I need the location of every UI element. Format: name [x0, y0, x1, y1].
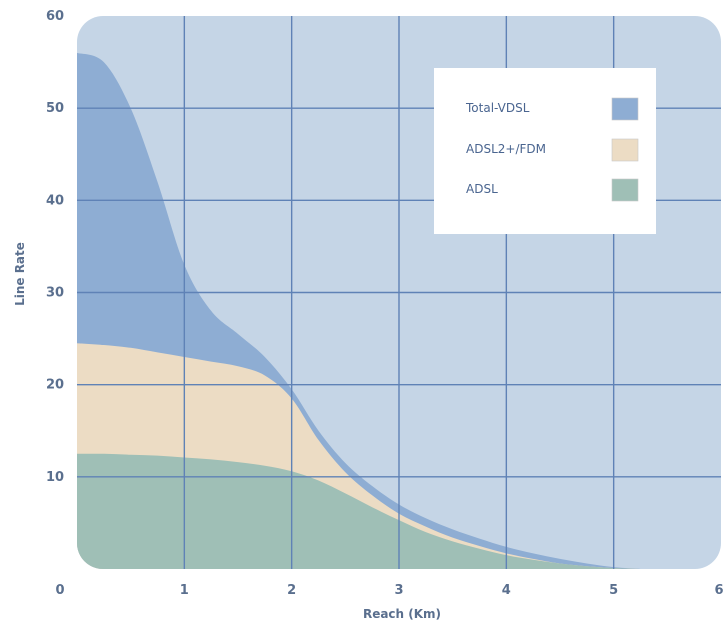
- y-axis-ticks: 10 20 30 40 50 60: [46, 9, 64, 485]
- legend-label: ADSL2+/FDM: [466, 142, 546, 156]
- x-tick-label: 2: [287, 583, 296, 598]
- y-axis-title: Line Rate: [13, 242, 27, 306]
- x-tick-label: 6: [714, 583, 723, 598]
- legend-swatch: [611, 178, 639, 202]
- area-series-3: [77, 453, 641, 569]
- legend-label: Total-VDSL: [465, 101, 530, 115]
- y-tick-label: 50: [46, 101, 64, 116]
- legend-swatch: [611, 97, 639, 121]
- x-axis-title: Reach (Km): [363, 607, 441, 621]
- y-tick-label: 60: [46, 9, 64, 24]
- y-tick-label: 20: [46, 378, 64, 393]
- y-tick-label: 30: [46, 286, 64, 301]
- y-tick-label: 10: [46, 470, 64, 485]
- legend: Total-VDSL ADSL2+/FDM ADSL: [434, 68, 656, 234]
- legend-label: ADSL: [466, 182, 498, 196]
- y-tick-label: 40: [46, 193, 64, 208]
- x-tick-label: 4: [502, 583, 511, 598]
- x-tick-label: 0: [55, 583, 64, 598]
- x-tick-label: 3: [394, 583, 403, 598]
- legend-swatch: [611, 138, 639, 162]
- x-axis-ticks: 0 1 2 3 4 5 6: [55, 583, 723, 598]
- area-series-group: [77, 52, 641, 569]
- x-tick-label: 1: [180, 583, 189, 598]
- x-tick-label: 5: [609, 583, 618, 598]
